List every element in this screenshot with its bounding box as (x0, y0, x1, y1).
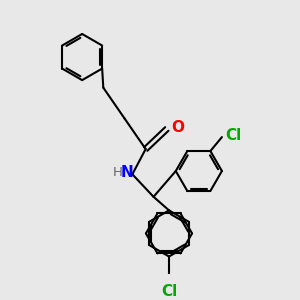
Text: O: O (171, 120, 184, 135)
Text: Cl: Cl (225, 128, 242, 143)
Text: Cl: Cl (161, 284, 177, 298)
Text: H: H (112, 167, 122, 179)
Text: N: N (121, 165, 133, 180)
